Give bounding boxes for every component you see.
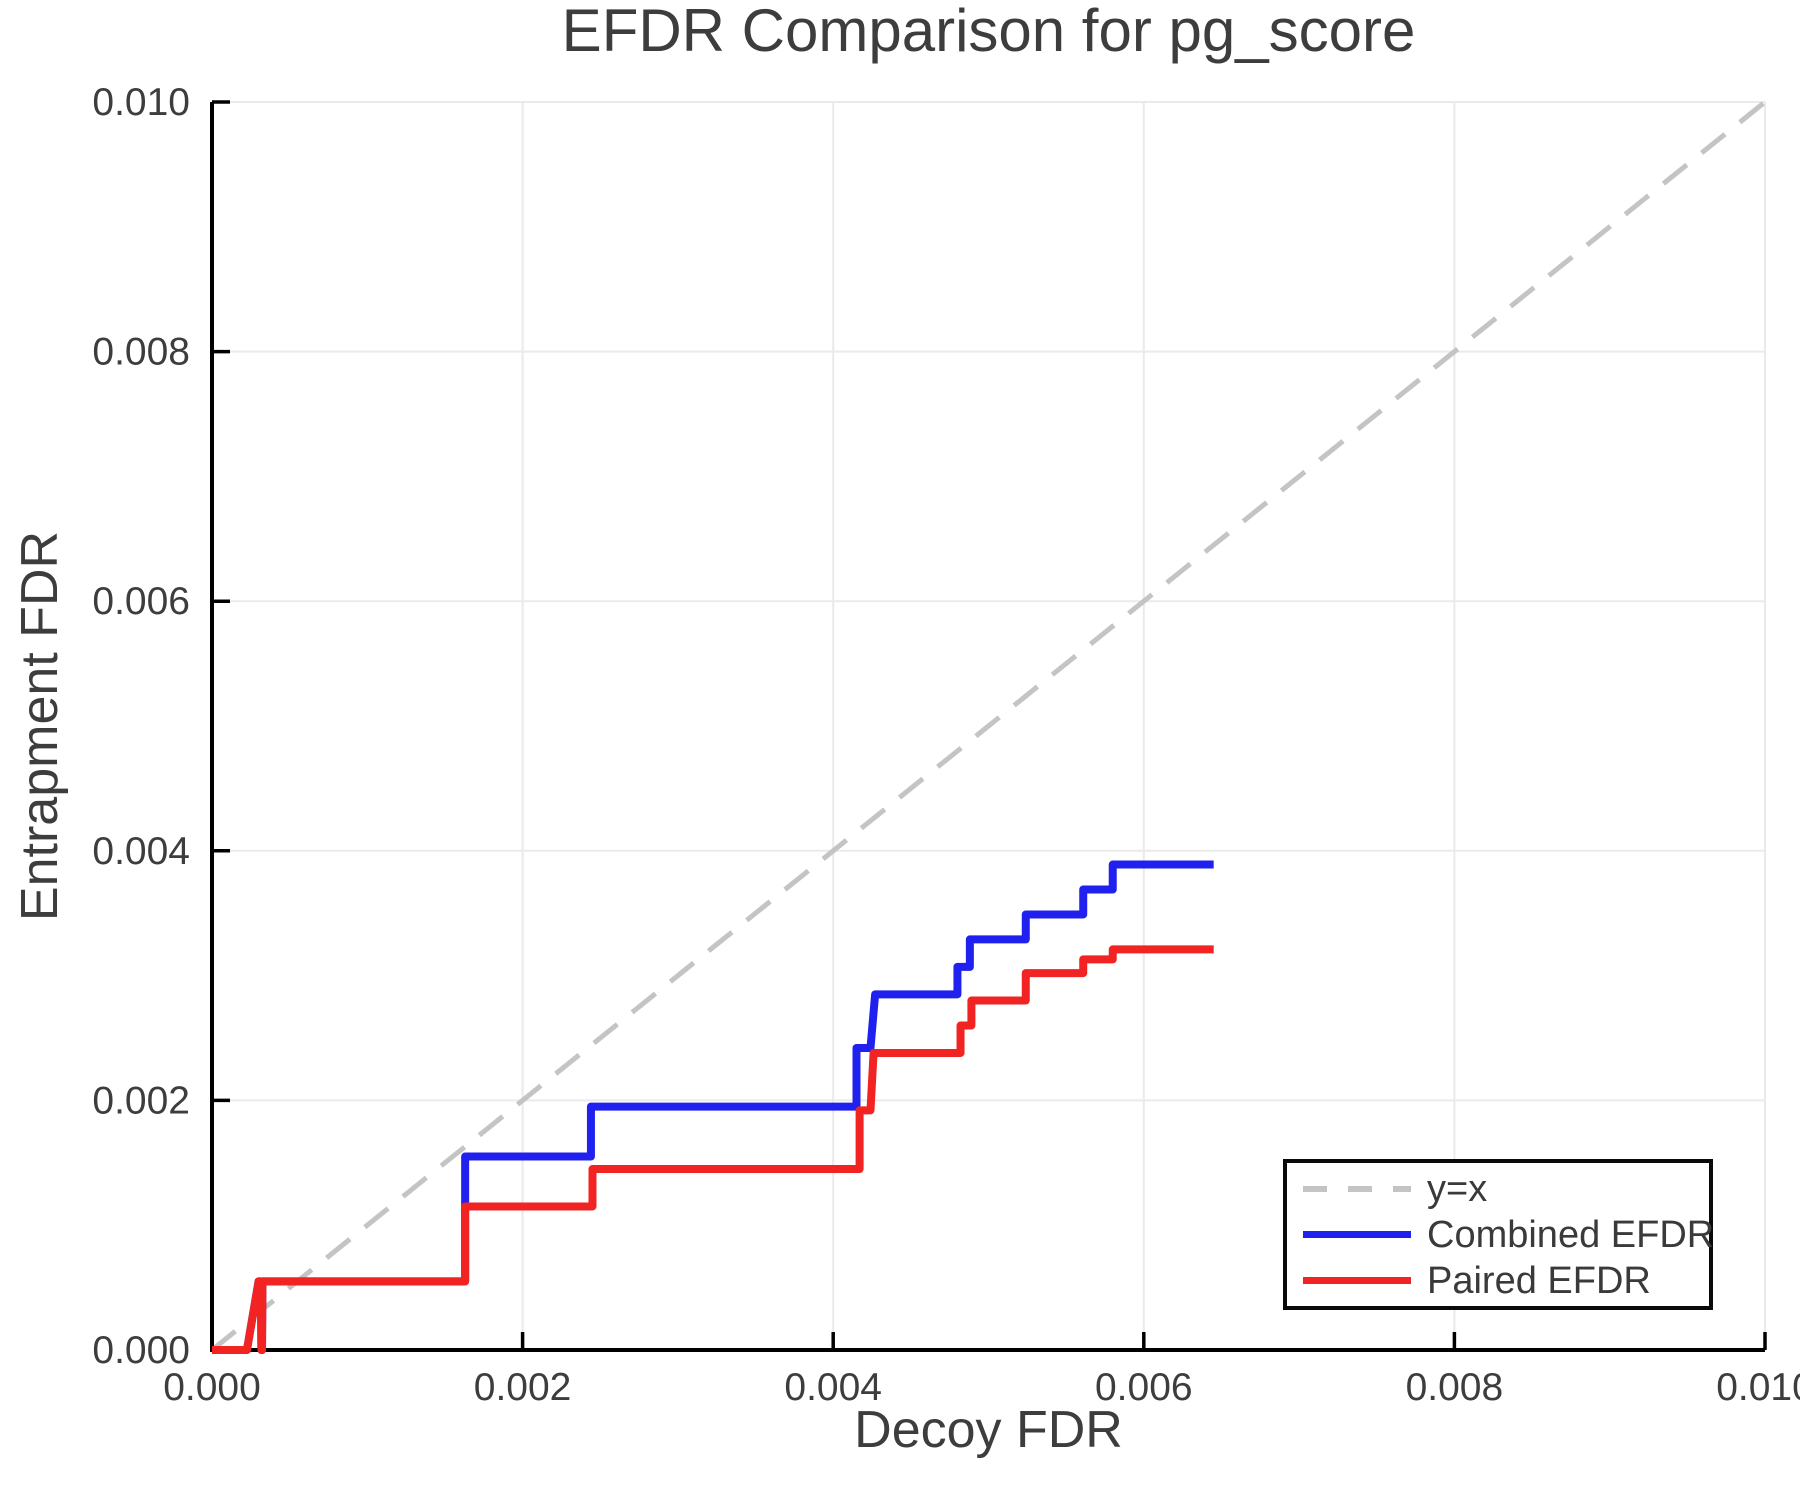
svg-text:0.000: 0.000 [92, 1329, 190, 1372]
svg-text:0.006: 0.006 [92, 580, 190, 623]
svg-text:0.010: 0.010 [1716, 1366, 1800, 1409]
legend-label-paired-efdr: Paired EFDR [1427, 1259, 1651, 1302]
svg-text:0.004: 0.004 [92, 830, 190, 873]
legend-item-paired-efdr: Paired EFDR [1303, 1262, 1709, 1300]
svg-text:0.002: 0.002 [92, 1079, 190, 1122]
chart-title: EFDR Comparison for pg_score [561, 0, 1416, 64]
legend: y=x Combined EFDR Paired EFDR [1283, 1159, 1714, 1310]
svg-text:0.006: 0.006 [1095, 1366, 1193, 1409]
yx-dashed-line-sample [1303, 1185, 1411, 1192]
x-axis-label: Decoy FDR [854, 1401, 1123, 1459]
svg-text:0.004: 0.004 [784, 1366, 882, 1409]
svg-text:0.008: 0.008 [92, 331, 190, 374]
paired-efdr-line-sample [1303, 1277, 1411, 1284]
legend-item-yx: y=x [1303, 1170, 1709, 1208]
svg-text:0.010: 0.010 [92, 81, 190, 124]
series-line-combined-efdr [212, 860, 1214, 1354]
svg-text:0.008: 0.008 [1406, 1366, 1504, 1409]
svg-text:0.002: 0.002 [474, 1366, 572, 1409]
legend-label-combined-efdr: Combined EFDR [1427, 1213, 1715, 1256]
legend-item-combined-efdr: Combined EFDR [1303, 1216, 1714, 1254]
legend-label-yx: y=x [1427, 1167, 1488, 1210]
svg-text:0.000: 0.000 [163, 1366, 261, 1409]
combined-efdr-line-sample [1303, 1231, 1411, 1238]
series-line-paired-efdr [212, 945, 1214, 1354]
